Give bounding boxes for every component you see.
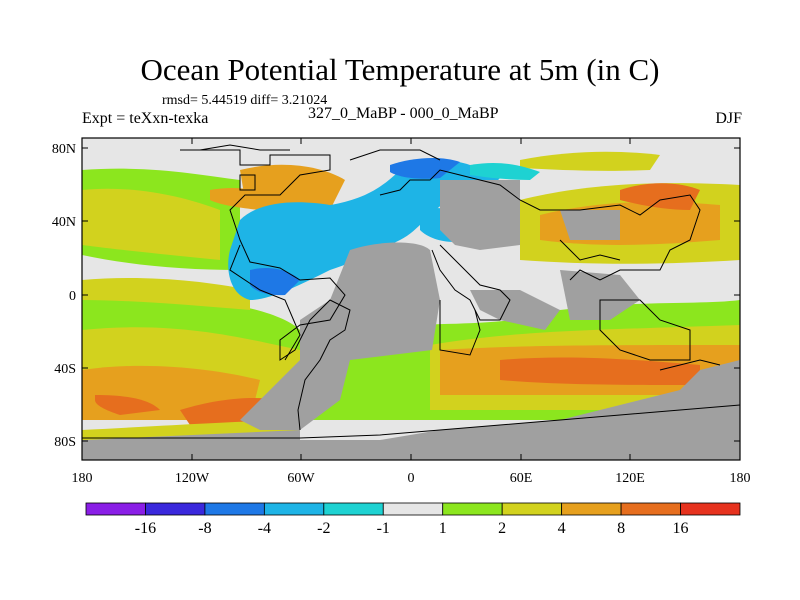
x-tick-label: 180 — [730, 471, 751, 486]
x-tick-label: 60E — [510, 471, 533, 486]
season-label: DJF — [715, 110, 742, 127]
colorbar-swatch — [85, 502, 146, 516]
colorbar-swatch — [145, 502, 206, 516]
x-tick-label: 0 — [408, 471, 415, 486]
colorbar-label: 8 — [617, 520, 625, 537]
y-tick-label: 80N — [52, 142, 76, 157]
colorbar-swatch — [204, 502, 265, 516]
colorbar-label: -16 — [135, 520, 156, 537]
colorbar-swatch — [263, 502, 325, 516]
stats-text: rmsd= 5.44519 diff= 3.21024 — [162, 93, 328, 108]
x-tick-label: 120E — [615, 471, 645, 486]
y-tick-label: 40S — [54, 362, 76, 377]
coastlines — [82, 144, 740, 439]
colorbar-swatch — [501, 502, 563, 516]
colorbar-swatch — [382, 502, 444, 516]
colorbar-label: -2 — [317, 520, 330, 537]
plot-title: Ocean Potential Temperature at 5m (in C) — [140, 52, 660, 87]
x-tick-label: 60W — [287, 471, 315, 486]
colorbar: -16 -8 -4 -2 -1 1 2 4 8 16 — [85, 502, 741, 537]
colorbar-swatch — [442, 502, 503, 516]
colorbar-swatch — [323, 502, 384, 516]
colorbar-label: 2 — [498, 520, 506, 537]
colorbar-label: -4 — [258, 520, 271, 537]
map-field — [82, 138, 740, 460]
y-axis — [82, 147, 740, 442]
colorbar-swatch — [620, 502, 681, 516]
y-tick-label: 80S — [54, 435, 76, 450]
x-tick-label: 120W — [175, 471, 210, 486]
colorbar-label: 4 — [558, 520, 566, 537]
colorbar-swatch — [680, 502, 741, 516]
y-tick-label: 0 — [69, 289, 76, 304]
x-tick-label: 180 — [72, 471, 93, 486]
colorbar-label: 16 — [673, 520, 689, 537]
colorbar-label: -1 — [377, 520, 390, 537]
colorbar-label: -8 — [198, 520, 211, 537]
period-label: 327_0_MaBP - 000_0_MaBP — [308, 105, 499, 122]
colorbar-swatch — [561, 502, 622, 516]
colorbar-label: 1 — [439, 520, 447, 537]
x-axis — [81, 138, 631, 460]
y-tick-label: 40N — [52, 215, 76, 230]
experiment-label: Expt = teXxn-texka — [82, 110, 209, 127]
